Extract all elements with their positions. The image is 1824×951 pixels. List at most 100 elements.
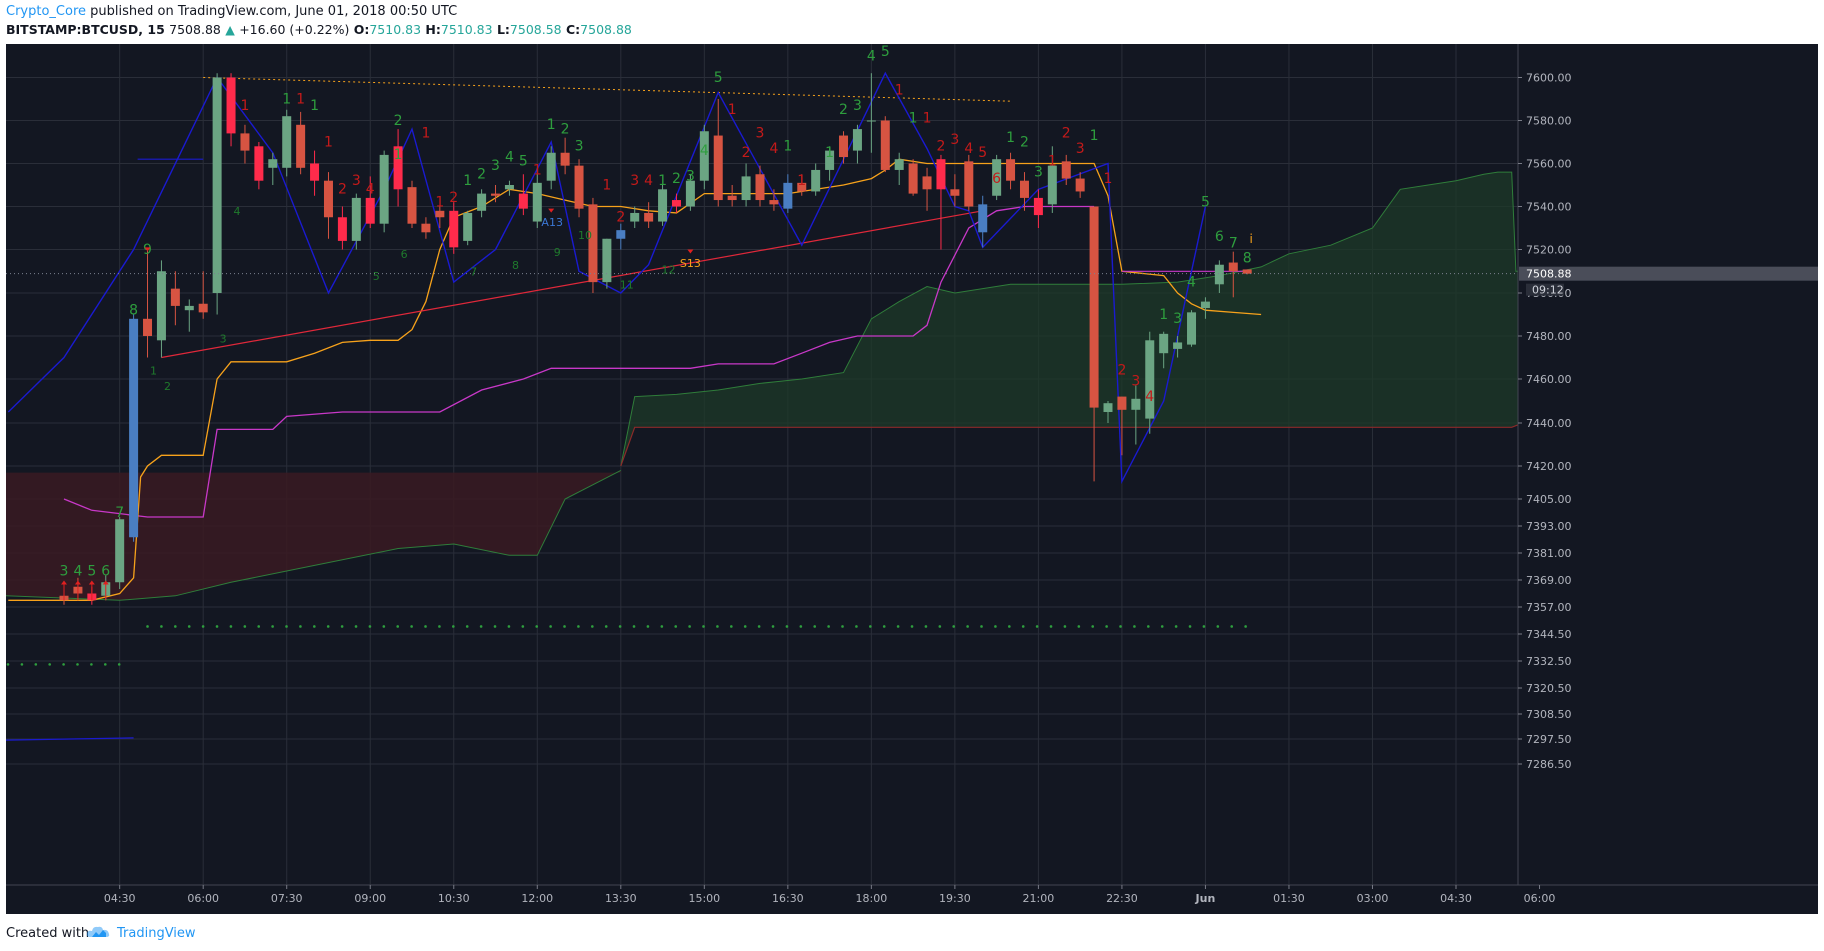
candle-body[interactable] [769, 200, 779, 205]
candle-body[interactable] [1145, 340, 1155, 419]
author-link[interactable]: Crypto_Core [6, 4, 87, 19]
candle-body[interactable] [212, 77, 222, 294]
candle-body[interactable] [532, 182, 542, 222]
candle-body[interactable] [296, 124, 306, 168]
price-axis[interactable] [1518, 44, 1818, 885]
candle-body[interactable] [546, 152, 556, 181]
candle-body[interactable] [922, 176, 932, 190]
candle-body[interactable] [477, 193, 487, 211]
candle-body[interactable] [936, 159, 946, 190]
candle-body[interactable] [518, 193, 528, 209]
candle-body[interactable] [866, 120, 876, 122]
candle-body[interactable] [435, 210, 445, 218]
candle-body[interactable] [1131, 398, 1141, 410]
candle-body[interactable] [310, 163, 320, 181]
sequence-count-label: 2 [742, 145, 751, 161]
candle-body[interactable] [351, 197, 361, 241]
candle-body[interactable] [978, 204, 988, 233]
candle-body[interactable] [268, 159, 278, 168]
candle-body[interactable] [282, 116, 292, 168]
candle-body[interactable] [588, 204, 598, 283]
candle-body[interactable] [504, 185, 514, 190]
candle-body[interactable] [323, 180, 333, 218]
candle-body[interactable] [825, 150, 835, 170]
candle-body[interactable] [1006, 159, 1016, 181]
candle-body[interactable] [964, 161, 974, 207]
candle-body[interactable] [184, 305, 194, 311]
chart-area[interactable]: 3456789111112342111212345112312341234512… [5, 44, 1818, 914]
candle-body[interactable] [1089, 206, 1099, 408]
candle-body[interactable] [671, 200, 681, 207]
candle-body[interactable] [129, 318, 139, 538]
psar-dot [521, 625, 525, 628]
candle-body[interactable] [1187, 312, 1197, 345]
candle-body[interactable] [1075, 178, 1085, 192]
candle-body[interactable] [143, 318, 153, 336]
candle-body[interactable] [337, 217, 347, 241]
candle-body[interactable] [811, 169, 821, 192]
candle-body[interactable] [852, 129, 862, 151]
candle-body[interactable] [616, 230, 626, 239]
candle-body[interactable] [156, 271, 166, 341]
candle-body[interactable] [630, 212, 640, 222]
candle-body[interactable] [240, 133, 250, 151]
tradingview-link[interactable]: TradingView [117, 926, 196, 941]
candle-body[interactable] [992, 159, 1002, 196]
candle-body[interactable] [658, 189, 668, 222]
candle-body[interactable] [198, 303, 208, 313]
candle-body[interactable] [170, 288, 180, 306]
candle-body[interactable] [1117, 396, 1127, 410]
candle-body[interactable] [1173, 342, 1183, 349]
candle-body[interactable] [379, 154, 389, 224]
psar-dot [271, 625, 274, 628]
candle-body[interactable] [574, 165, 584, 209]
countdown-tag [1526, 283, 1564, 296]
psar-dot [396, 625, 400, 628]
sequence-count-label: 3 [1173, 311, 1182, 327]
candle-body[interactable] [908, 163, 918, 194]
candle-body[interactable] [602, 238, 612, 283]
candle-body[interactable] [797, 182, 807, 192]
candle-body[interactable] [1061, 161, 1071, 179]
candle-body[interactable] [1103, 403, 1113, 412]
candle-body[interactable] [393, 146, 403, 190]
candle-body[interactable] [741, 176, 751, 201]
candle-body[interactable] [880, 120, 890, 170]
up-arrow-icon [88, 580, 95, 585]
candle-body[interactable] [783, 182, 793, 209]
up-arrow-icon [61, 580, 67, 585]
candle-body[interactable] [727, 195, 737, 201]
candle-body[interactable] [421, 223, 431, 233]
candle-body[interactable] [1200, 301, 1210, 309]
candle-body[interactable] [713, 135, 723, 201]
candle-body[interactable] [894, 159, 904, 170]
candle-body[interactable] [950, 189, 960, 196]
candle-body[interactable] [1019, 180, 1029, 198]
psar-dot [716, 625, 719, 628]
candle-body[interactable] [560, 152, 570, 166]
psar-dot [90, 663, 93, 666]
candle-body[interactable] [1228, 262, 1238, 272]
time-axis[interactable] [6, 885, 1818, 914]
candle-body[interactable] [463, 212, 473, 241]
candle-body[interactable] [755, 174, 765, 201]
candle-body[interactable] [839, 135, 849, 158]
candle-body[interactable] [685, 180, 695, 207]
candle-body[interactable] [407, 187, 417, 224]
candle-body[interactable] [226, 77, 236, 134]
candle-body[interactable] [254, 146, 264, 181]
price-chart[interactable]: 3456789111112342111212345112312341234512… [5, 44, 1818, 914]
candle-body[interactable] [1047, 165, 1057, 205]
candle-body[interactable] [699, 131, 709, 181]
up-arrow-icon [74, 580, 81, 585]
candle-body[interactable] [491, 193, 501, 196]
candle-body[interactable] [1242, 269, 1252, 274]
cloud-span-b-line [5, 469, 622, 601]
candle-body[interactable] [1159, 333, 1169, 354]
candle-body[interactable] [644, 212, 654, 222]
candle-body[interactable] [115, 519, 125, 583]
candle-body[interactable] [1033, 197, 1043, 216]
candle-body[interactable] [449, 210, 459, 248]
candle-body[interactable] [1214, 264, 1224, 285]
candle-body[interactable] [365, 197, 375, 224]
